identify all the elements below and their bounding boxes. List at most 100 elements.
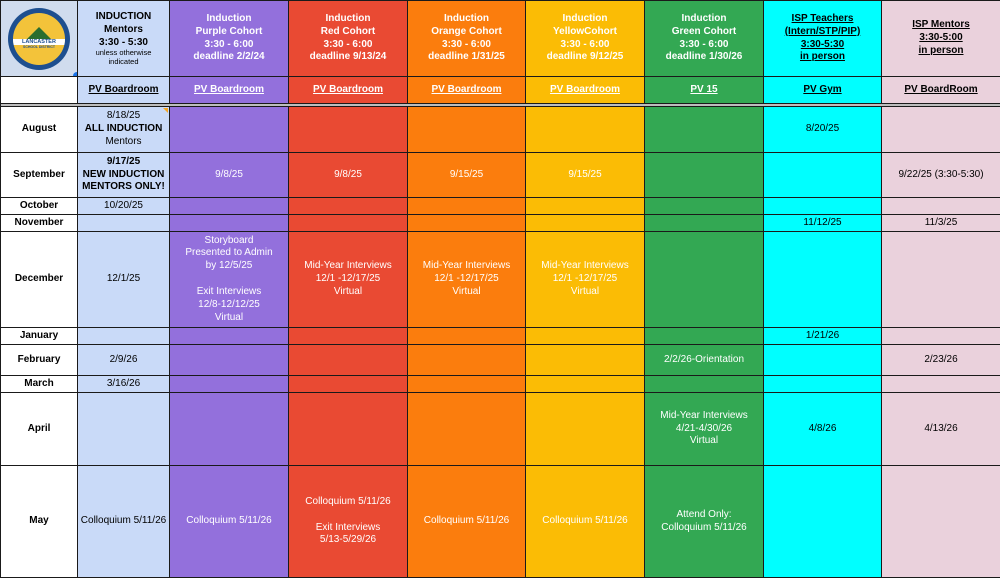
month-march[interactable]: March (1, 376, 78, 393)
cell-oct-purple[interactable] (170, 198, 289, 215)
cell-mar-red[interactable] (289, 376, 408, 393)
cell-dec-red[interactable]: Mid-Year Interviews 12/1 -12/17/25 Virtu… (289, 232, 408, 328)
month-february[interactable]: February (1, 345, 78, 376)
location-green[interactable]: PV 15 (645, 77, 764, 104)
cell-nov-purple[interactable] (170, 215, 289, 232)
header-green[interactable]: Induction Green Cohort 3:30 - 6:00 deadl… (645, 1, 764, 77)
cell-nov-isp-teachers[interactable]: 11/12/25 (764, 215, 882, 232)
cell-jan-isp-mentors[interactable] (882, 328, 1000, 345)
cell-sep-orange[interactable]: 9/15/25 (408, 153, 526, 198)
location-yellow[interactable]: PV Boardroom (526, 77, 645, 104)
month-september[interactable]: September (1, 153, 78, 198)
cell-nov-orange[interactable] (408, 215, 526, 232)
cell-sep-mentor[interactable]: 9/17/25 NEW INDUCTION MENTORS ONLY! (78, 153, 170, 198)
cell-aug-green[interactable] (645, 107, 764, 153)
location-isp-teachers[interactable]: PV Gym (764, 77, 882, 104)
cell-aug-purple[interactable] (170, 107, 289, 153)
cell-aug-mentor[interactable]: 8/18/25 ALL INDUCTION Mentors (78, 107, 170, 153)
cell-feb-isp-mentors[interactable]: 2/23/26 (882, 345, 1000, 376)
header-mentors[interactable]: INDUCTION Mentors 3:30 - 5:30 unless oth… (78, 1, 170, 77)
cell-feb-isp-teachers[interactable] (764, 345, 882, 376)
month-december[interactable]: December (1, 232, 78, 328)
cell-may-green[interactable]: Attend Only: Colloquium 5/11/26 (645, 466, 764, 578)
cell-may-isp-teachers[interactable] (764, 466, 882, 578)
cell-jan-green[interactable] (645, 328, 764, 345)
cell-dec-mentor[interactable]: 12/1/25 (78, 232, 170, 328)
cell-mar-isp-teachers[interactable] (764, 376, 882, 393)
cell-nov-red[interactable] (289, 215, 408, 232)
cell-sep-isp-mentors[interactable]: 9/22/25 (3:30-5:30) (882, 153, 1000, 198)
cell-oct-red[interactable] (289, 198, 408, 215)
cell-aug-isp-teachers[interactable]: 8/20/25 (764, 107, 882, 153)
cell-sep-red[interactable]: 9/8/25 (289, 153, 408, 198)
header-orange[interactable]: Induction Orange Cohort 3:30 - 6:00 dead… (408, 1, 526, 77)
header-purple[interactable]: Induction Purple Cohort 3:30 - 6:00 dead… (170, 1, 289, 77)
cell-feb-mentor[interactable]: 2/9/26 (78, 345, 170, 376)
cell-nov-green[interactable] (645, 215, 764, 232)
cell-mar-mentor[interactable]: 3/16/26 (78, 376, 170, 393)
cell-aug-yellow[interactable] (526, 107, 645, 153)
cell-may-red[interactable]: Colloquium 5/11/26 Exit Interviews 5/13-… (289, 466, 408, 578)
cell-apr-orange[interactable] (408, 393, 526, 466)
location-mentors[interactable]: PV Boardroom (78, 77, 170, 104)
cell-dec-orange[interactable]: Mid-Year Interviews 12/1 -12/17/25 Virtu… (408, 232, 526, 328)
month-august[interactable]: August (1, 107, 78, 153)
month-january[interactable]: January (1, 328, 78, 345)
cell-nov-mentor[interactable] (78, 215, 170, 232)
cell-sep-purple[interactable]: 9/8/25 (170, 153, 289, 198)
cell-aug-red[interactable] (289, 107, 408, 153)
cell-apr-yellow[interactable] (526, 393, 645, 466)
location-red[interactable]: PV Boardroom (289, 77, 408, 104)
cell-jan-mentor[interactable] (78, 328, 170, 345)
header-isp-teachers[interactable]: ISP Teachers (Intern/STP/PIP) 3:30-5:30 … (764, 1, 882, 77)
cell-nov-isp-mentors[interactable]: 11/3/25 (882, 215, 1000, 232)
header-red[interactable]: Induction Red Cohort 3:30 - 6:00 deadlin… (289, 1, 408, 77)
location-row-label[interactable] (1, 77, 78, 104)
cell-sep-yellow[interactable]: 9/15/25 (526, 153, 645, 198)
cell-jan-isp-teachers[interactable]: 1/21/26 (764, 328, 882, 345)
cell-apr-mentor[interactable] (78, 393, 170, 466)
cell-dec-purple[interactable]: Storyboard Presented to Admin by 12/5/25… (170, 232, 289, 328)
cell-may-mentor[interactable]: Colloquium 5/11/26 (78, 466, 170, 578)
cell-jan-red[interactable] (289, 328, 408, 345)
cell-mar-green[interactable] (645, 376, 764, 393)
cell-dec-isp-teachers[interactable] (764, 232, 882, 328)
month-may[interactable]: May (1, 466, 78, 578)
cell-apr-green[interactable]: Mid-Year Interviews 4/21-4/30/26 Virtual (645, 393, 764, 466)
header-yellow[interactable]: Induction YellowCohort 3:30 - 6:00 deadl… (526, 1, 645, 77)
cell-dec-yellow[interactable]: Mid-Year Interviews 12/1 -12/17/25 Virtu… (526, 232, 645, 328)
cell-oct-green[interactable] (645, 198, 764, 215)
cell-mar-yellow[interactable] (526, 376, 645, 393)
cell-jan-orange[interactable] (408, 328, 526, 345)
cell-jan-yellow[interactable] (526, 328, 645, 345)
cell-mar-purple[interactable] (170, 376, 289, 393)
month-april[interactable]: April (1, 393, 78, 466)
header-isp-mentors[interactable]: ISP Mentors 3:30-5:00 in person (882, 1, 1000, 77)
cell-feb-red[interactable] (289, 345, 408, 376)
cell-sep-green[interactable] (645, 153, 764, 198)
cell-feb-green[interactable]: 2/2/26-Orientation (645, 345, 764, 376)
cell-apr-purple[interactable] (170, 393, 289, 466)
cell-oct-isp-mentors[interactable] (882, 198, 1000, 215)
cell-aug-orange[interactable] (408, 107, 526, 153)
cell-may-isp-mentors[interactable] (882, 466, 1000, 578)
location-isp-mentors[interactable]: PV BoardRoom (882, 77, 1000, 104)
month-november[interactable]: November (1, 215, 78, 232)
location-orange[interactable]: PV Boardroom (408, 77, 526, 104)
cell-may-yellow[interactable]: Colloquium 5/11/26 (526, 466, 645, 578)
cell-feb-yellow[interactable] (526, 345, 645, 376)
cell-jan-purple[interactable] (170, 328, 289, 345)
cell-aug-isp-mentors[interactable] (882, 107, 1000, 153)
location-purple[interactable]: PV Boardroom (170, 77, 289, 104)
cell-feb-purple[interactable] (170, 345, 289, 376)
cell-apr-isp-teachers[interactable]: 4/8/26 (764, 393, 882, 466)
cell-apr-isp-mentors[interactable]: 4/13/26 (882, 393, 1000, 466)
cell-nov-yellow[interactable] (526, 215, 645, 232)
cell-oct-yellow[interactable] (526, 198, 645, 215)
cell-may-purple[interactable]: Colloquium 5/11/26 (170, 466, 289, 578)
cell-dec-green[interactable] (645, 232, 764, 328)
cell-sep-isp-teachers[interactable] (764, 153, 882, 198)
cell-oct-mentor[interactable]: 10/20/25 (78, 198, 170, 215)
cell-apr-red[interactable] (289, 393, 408, 466)
logo-cell[interactable]: LANCASTER SCHOOL DISTRICT (1, 1, 78, 77)
